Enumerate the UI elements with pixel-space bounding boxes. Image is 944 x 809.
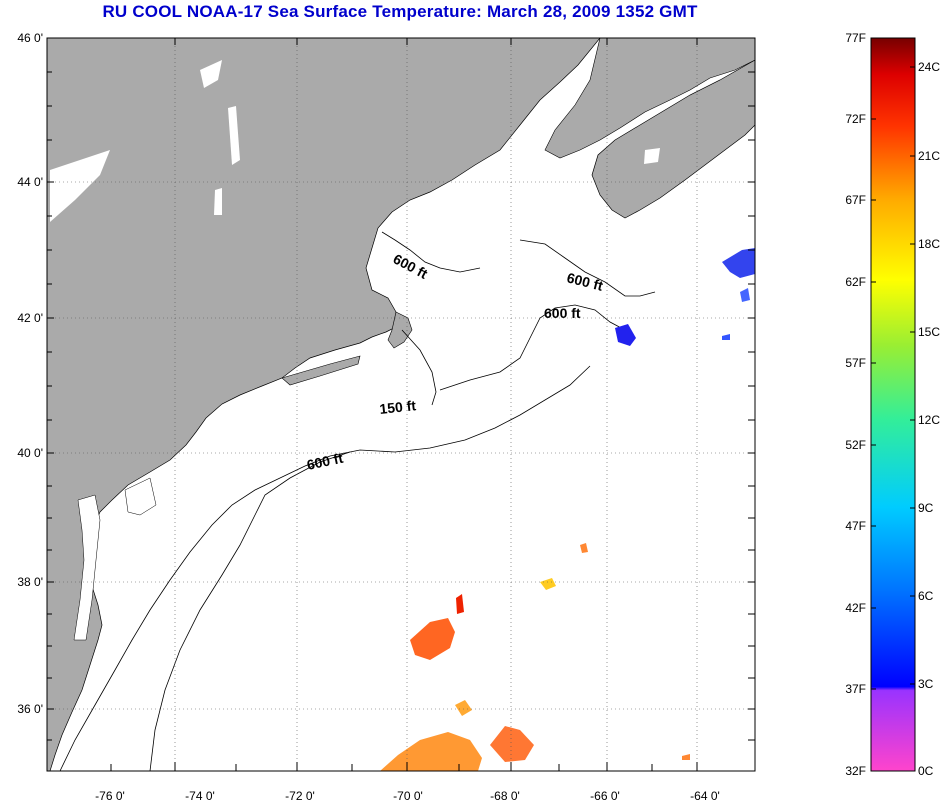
colorbar-f-62: 62F [845, 275, 866, 289]
sst-patch-warm-2 [380, 732, 482, 771]
colorbar-ticks [871, 37, 915, 690]
sst-patch-yellow [540, 578, 556, 590]
lat-label-44: 44 0' [17, 175, 43, 189]
isobath-600ft-maine [381, 231, 481, 273]
lon-label-76: -76 0' [95, 789, 125, 803]
nova-scotia-land [591, 59, 755, 219]
lon-label-66: -66 0' [590, 789, 620, 803]
sst-patch-cold-2 [722, 248, 755, 278]
lon-label-64: -64 0' [690, 789, 720, 803]
delaware-bay [124, 477, 157, 516]
contour-label-600ft-shelf: 600 ft [305, 450, 344, 473]
lon-label-74: -74 0' [185, 789, 215, 803]
colorbar-c-0: 0C [918, 764, 934, 778]
colorbar-f-52: 52F [845, 438, 866, 452]
colorbar-f-42: 42F [845, 601, 866, 615]
long-island-land [281, 355, 361, 386]
map-frame [46, 37, 756, 772]
colorbar-f-72: 72F [845, 112, 866, 126]
sst-patch-warm-7 [580, 543, 588, 553]
colorbar-c-21: 21C [918, 149, 940, 163]
lon-label-72: -72 0' [285, 789, 315, 803]
isobath-150ft [149, 451, 351, 771]
lat-label-36: 36 0' [17, 702, 43, 716]
sst-patch-cold-3 [740, 288, 750, 302]
colorbar-c-6: 6C [918, 589, 934, 603]
inland-lakes [50, 60, 660, 222]
lat-label-40: 40 0' [17, 446, 43, 460]
lat-label-38: 38 0' [17, 575, 43, 589]
contour-label-600ft-georges: 600 ft [544, 305, 581, 321]
lon-label-68: -68 0' [490, 789, 520, 803]
colorbar-f-57: 57F [845, 356, 866, 370]
isobath-600ft-gulf [519, 239, 656, 297]
sst-patch-warm-3 [490, 726, 534, 762]
map-area: 600 ft 600 ft 600 ft 150 ft 600 ft [17, 31, 756, 803]
lat-label-42: 42 0' [17, 311, 43, 325]
colorbar-c-18: 18C [918, 237, 940, 251]
colorbar-f-77: 77F [845, 31, 866, 45]
sst-patch-cold-4 [722, 334, 730, 340]
colorbar-c-24: 24C [918, 60, 940, 74]
colorbar-c-9: 9C [918, 501, 934, 515]
sst-patch-warm-6 [682, 754, 690, 760]
colorbar-c-15: 15C [918, 325, 940, 339]
colorbar-c-3: 3C [918, 677, 934, 691]
cape-cod-land [387, 311, 413, 349]
temperature-colorbar: 77F 72F 67F 62F 57F 52F 47F 42F 37F 32F … [845, 31, 940, 778]
colorbar-c-12: 12C [918, 413, 940, 427]
sst-patch-warm-1 [410, 618, 455, 660]
sst-patch-warm-4 [455, 700, 472, 716]
lat-label-46: 46 0' [17, 31, 43, 45]
sst-patch-warm-5 [456, 594, 464, 614]
sst-data-patches [380, 248, 755, 771]
chesapeake-bay [73, 494, 101, 641]
maine-bay-land [544, 38, 755, 159]
lon-label-70: -70 0' [393, 789, 423, 803]
colorbar-f-32: 32F [845, 764, 866, 778]
colorbar-f-67: 67F [845, 193, 866, 207]
colorbar-f-37: 37F [845, 682, 866, 696]
contour-label-150ft: 150 ft [379, 397, 417, 417]
colorbar-f-47: 47F [845, 519, 866, 533]
colorbar-gradient [870, 37, 916, 772]
map-title: RU COOL NOAA-17 Sea Surface Temperature:… [102, 2, 698, 21]
isobath-inner-150 [401, 329, 437, 406]
isobath-600ft-shelf [59, 365, 591, 771]
sst-patch-cold-1 [615, 324, 636, 346]
map-axis-ticks [47, 37, 755, 771]
